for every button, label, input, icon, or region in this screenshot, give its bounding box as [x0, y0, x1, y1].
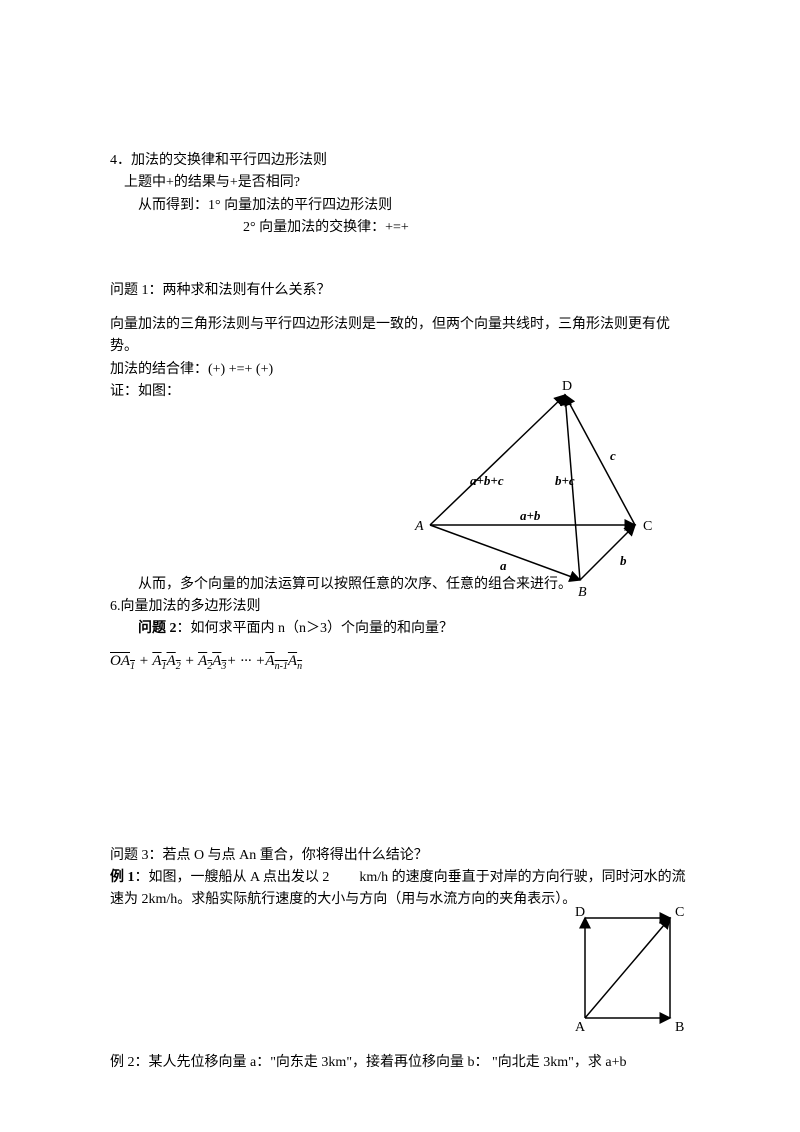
d1-bc: b+c: [555, 473, 575, 488]
q1-p2: 加法的结合律：(+) +=+ (+): [110, 359, 690, 381]
ex1-bold: 例 1: [110, 870, 135, 885]
d1-b: b: [620, 553, 627, 568]
ex1-rest1: ：如图，一艘船从 A 点出发以 2: [135, 870, 330, 885]
after-d1-line3: 问题 2：如何求平面内 n（n＞3）个向量的和向量？: [110, 618, 690, 640]
vector-diagram-2: A B C D: [560, 898, 700, 1038]
q3-line: 问题 3：若点 O 与点 An 重合，你将得出什么结论？: [110, 845, 690, 867]
d1-A: A: [414, 519, 424, 534]
d2-C: C: [675, 905, 684, 920]
d1-abc: a+b+c: [470, 473, 504, 488]
ex2-line: 例 2：某人先位移向量 a："向东走 3km"，接着再位移向量 b： "向北走 …: [110, 1052, 690, 1074]
section4-line2: 从而得到：1° 向量加法的平行四边形法则: [110, 195, 690, 217]
q2-bold: 问题 2: [138, 621, 177, 636]
vector-formula: OA1 + A1A2 + A2A3+ ··· +An-1An: [110, 649, 690, 675]
d2-A: A: [575, 1020, 586, 1035]
d2-D: D: [575, 905, 585, 920]
d1-c: c: [610, 448, 616, 463]
d1-C: C: [643, 519, 652, 534]
d1-a: a: [500, 558, 507, 573]
d1-B: B: [578, 585, 587, 600]
section4-line3: 2° 向量加法的交换律：+=+: [110, 217, 690, 239]
d1-D: D: [562, 380, 572, 394]
d1-ab: a+b: [520, 508, 541, 523]
q1-title: 问题 1：两种求和法则有什么关系？: [110, 280, 690, 302]
section4-line1: 上题中+的结果与+是否相同?: [110, 172, 690, 194]
q1-p1: 向量加法的三角形法则与平行四边形法则是一致的，但两个向量共线时，三角形法则更有优…: [110, 314, 690, 359]
vector-diagram-1: A B C D a b c a+b b+c a+b+c: [400, 380, 680, 600]
q2-rest: ：如何求平面内 n（n＞3）个向量的和向量？: [177, 621, 454, 636]
section4-title: 4．加法的交换律和平行四边形法则: [110, 150, 690, 172]
d2-B: B: [675, 1020, 684, 1035]
